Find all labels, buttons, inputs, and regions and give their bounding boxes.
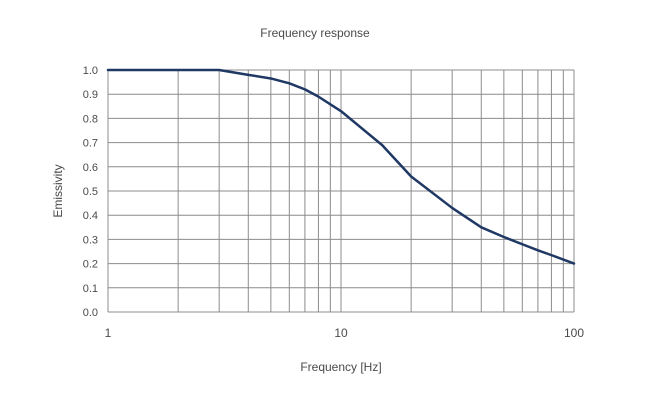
chart-title: Frequency response (260, 26, 370, 40)
y-tick-label: 0.3 (83, 234, 98, 246)
y-tick-label: 0.2 (83, 259, 98, 271)
y-tick-label: 1.0 (83, 65, 98, 77)
y-tick-label: 0.5 (83, 186, 98, 198)
y-tick-label: 0.9 (83, 89, 98, 101)
y-tick-label: 0.8 (83, 113, 98, 125)
y-tick-label: 0.4 (83, 210, 98, 222)
grid-layer (107, 69, 575, 313)
tick-layer: 0.0 0.1 0.2 0.3 0.4 0.5 0.6 0.7 0.8 0.9 1.0 1 10 100 (83, 65, 585, 340)
y-axis-label: Emissivity (51, 164, 65, 217)
y-tick-label: 0.0 (83, 307, 98, 319)
x-tick-label: 1 (105, 326, 112, 340)
x-tick-label: 10 (334, 326, 348, 340)
y-tick-label: 0.7 (83, 138, 98, 150)
x-axis-label: Frequency [Hz] (300, 360, 381, 374)
y-tick-label: 0.6 (83, 162, 98, 174)
x-tick-label: 100 (564, 326, 584, 340)
series-layer (106, 68, 576, 265)
y-tick-label: 0.1 (83, 283, 98, 295)
series-line (106, 68, 576, 265)
